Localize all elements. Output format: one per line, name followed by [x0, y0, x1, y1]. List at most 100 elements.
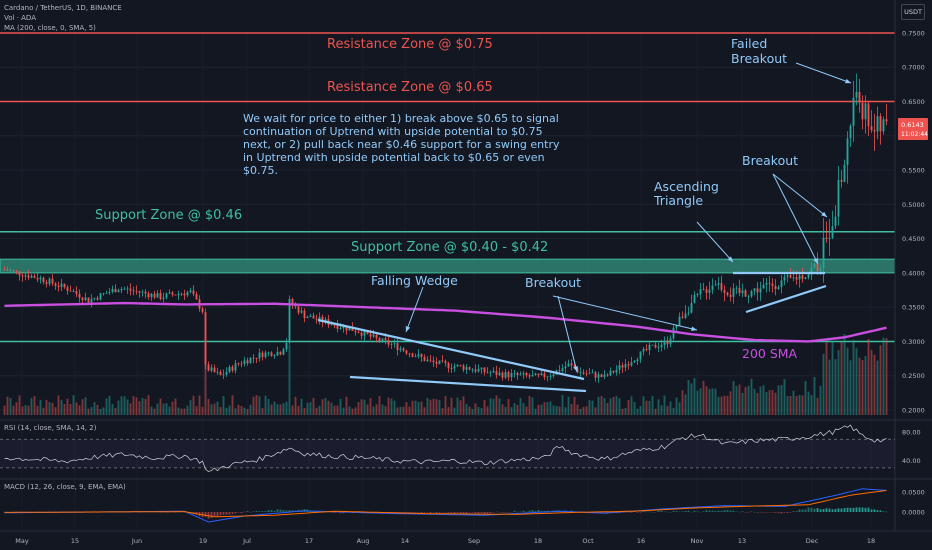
- candle-body: [774, 286, 777, 289]
- candle-body: [510, 373, 513, 378]
- candle-body: [231, 366, 234, 371]
- volume-bar: [393, 400, 396, 415]
- macd-histogram-bar: [609, 512, 612, 513]
- macd-histogram-bar: [456, 512, 459, 513]
- candle-body: [672, 327, 675, 339]
- volume-bar: [870, 350, 873, 415]
- volume-bar: [765, 392, 768, 415]
- macd-histogram-bar: [864, 507, 867, 512]
- macd-legend[interactable]: MACD (12, 26, close, 9, EMA, EMA): [4, 483, 126, 491]
- macd-histogram-bar: [312, 511, 315, 512]
- candle-body: [492, 370, 495, 373]
- candle-body: [885, 119, 888, 122]
- time-tick-label[interactable]: 18: [867, 537, 875, 545]
- price-tick-label: 0.5500: [902, 167, 925, 175]
- candle-body: [498, 372, 501, 375]
- macd-histogram-bar: [327, 511, 330, 513]
- time-tick-label[interactable]: May: [15, 537, 29, 545]
- candle-body: [357, 332, 360, 334]
- rsi-tick-label: 40.00: [902, 457, 921, 465]
- ma-legend[interactable]: MA (200, close, 0, SMA, 5): [4, 24, 96, 32]
- volume-bar: [315, 407, 318, 415]
- volume-bar: [300, 398, 303, 415]
- candle-body: [540, 373, 543, 376]
- candle-body: [678, 316, 681, 326]
- candle-body: [363, 330, 366, 336]
- price-tick-label: 0.3500: [902, 304, 925, 312]
- time-tick-label[interactable]: Oct: [582, 537, 594, 545]
- price-axis[interactable]: 0.75000.70000.65000.60000.55000.50000.45…: [898, 29, 928, 415]
- candle-body: [273, 355, 276, 357]
- rsi-legend[interactable]: RSI (14, close, SMA, 14, 2): [4, 424, 97, 432]
- symbol-title[interactable]: Cardano / TetherUS, 1D, BINANCE: [4, 4, 122, 12]
- volume-bar: [825, 342, 828, 415]
- macd-histogram-bar: [489, 512, 492, 514]
- candle-body: [501, 372, 504, 378]
- macd-histogram-bar: [450, 512, 453, 513]
- candle-body: [6, 269, 9, 271]
- candle-body: [177, 293, 180, 296]
- time-tick-label[interactable]: 18: [534, 537, 542, 545]
- macd-histogram-bar: [792, 511, 795, 512]
- macd-histogram-bar: [522, 510, 525, 512]
- time-tick-label[interactable]: Aug: [357, 537, 370, 545]
- candle-body: [372, 334, 375, 337]
- time-tick-label[interactable]: 16: [637, 537, 645, 545]
- macd-histogram-bar: [876, 510, 879, 512]
- time-tick-label[interactable]: 17: [305, 537, 313, 545]
- time-tick-label[interactable]: Jul: [242, 537, 251, 545]
- volume-bar: [33, 396, 36, 415]
- volume-bar: [150, 406, 153, 415]
- candle-body: [15, 270, 18, 272]
- macd-histogram-bar: [858, 507, 861, 512]
- volume-bar: [744, 387, 747, 415]
- macd-histogram-bar: [483, 512, 486, 514]
- macd-histogram-bar: [420, 512, 423, 514]
- candle-body: [444, 361, 447, 363]
- volume-bar: [522, 403, 525, 415]
- failed-breakout-label-line1: Failed: [731, 36, 767, 51]
- candle-body: [852, 97, 855, 126]
- time-tick-label[interactable]: 15: [71, 537, 79, 545]
- candle-body: [420, 354, 423, 357]
- volume-bar: [534, 408, 537, 415]
- volume-bar: [663, 395, 666, 415]
- candle-body: [750, 290, 753, 297]
- macd-histogram-bar: [795, 511, 798, 512]
- volume-bar: [666, 405, 669, 415]
- candle-body: [558, 370, 561, 372]
- last-price-tag[interactable]: [898, 117, 928, 140]
- candle-body: [156, 293, 159, 298]
- candle-body: [606, 374, 609, 376]
- price-tick-label: 0.4000: [902, 269, 925, 277]
- time-axis[interactable]: May 15 Jun 19 Jul 17 Aug 14 Sep 18 Oct 16 Nov 13 Dec 18: [15, 537, 875, 545]
- time-tick-label[interactable]: Dec: [806, 537, 819, 545]
- macd-histogram-bar: [210, 512, 213, 518]
- time-tick-label[interactable]: 19: [199, 537, 207, 545]
- macd-histogram-bar: [807, 507, 810, 512]
- volume-legend[interactable]: Vol · ADA: [4, 14, 36, 22]
- candle-body: [171, 292, 174, 295]
- candle-body: [150, 293, 153, 298]
- candle-body: [570, 363, 573, 366]
- volume-bar: [582, 406, 585, 415]
- candle-body: [720, 283, 723, 290]
- macd-histogram-bar: [690, 511, 693, 513]
- currency-badge[interactable]: USDT: [901, 4, 925, 20]
- time-tick-label[interactable]: 13: [738, 537, 746, 545]
- time-tick-label[interactable]: Nov: [691, 537, 704, 545]
- macd-signal-line: [4, 489, 887, 518]
- candle-body: [132, 290, 135, 292]
- macd-histogram-bar: [765, 512, 768, 513]
- time-tick-label[interactable]: Sep: [468, 537, 480, 545]
- time-tick-label[interactable]: 14: [401, 537, 409, 545]
- indicator-panes: 80.00 40.00 0.0500 0.0000: [0, 0, 932, 532]
- macd-histogram-bar: [216, 512, 219, 517]
- volume-bar: [654, 408, 657, 415]
- candle-body: [693, 295, 696, 304]
- candle-body: [708, 289, 711, 293]
- volume-bar: [786, 396, 789, 415]
- macd-histogram-bar: [825, 508, 828, 512]
- volume-bar: [771, 390, 774, 415]
- time-tick-label[interactable]: Jun: [131, 537, 142, 545]
